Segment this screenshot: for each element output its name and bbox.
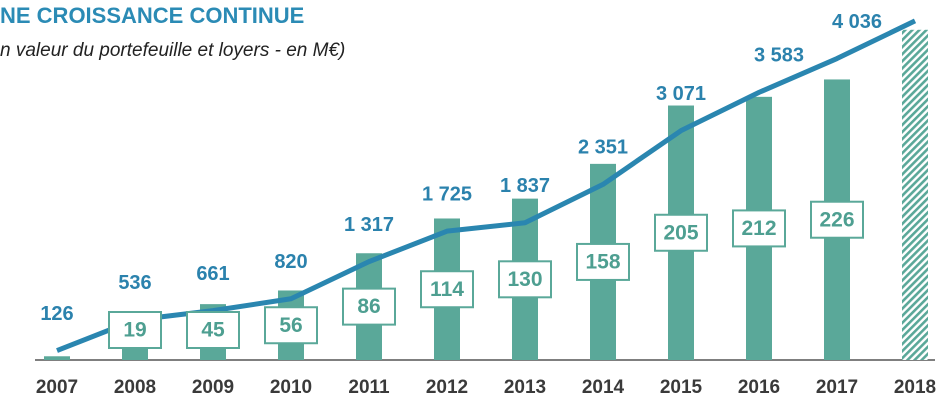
x-tick-label: 2017 [816, 377, 858, 398]
bar-label: 56 [279, 314, 302, 337]
line-label: 126 [40, 303, 73, 325]
bar-label: 114 [430, 278, 464, 301]
bar [902, 29, 928, 361]
x-tick-label: 2011 [348, 377, 390, 398]
x-tick-label: 2015 [660, 377, 703, 398]
line-label: 4 036 [832, 11, 882, 33]
chart-title: NE CROISSANCE CONTINUE [0, 3, 304, 28]
x-tick-label: 2010 [270, 377, 312, 398]
x-tick-label: 2012 [426, 377, 468, 398]
line-label: 3 583 [754, 45, 804, 67]
line-label: 1 317 [344, 214, 394, 236]
x-tick-label: 2009 [192, 377, 234, 398]
x-tick-label: 2018 [894, 377, 936, 398]
label-box [420, 270, 474, 309]
bar-label: 86 [357, 295, 380, 318]
line-label: 661 [196, 263, 229, 285]
label-box [498, 260, 552, 299]
label-box [654, 213, 708, 252]
line-label: 820 [274, 251, 307, 273]
bar-label: 158 [585, 250, 620, 273]
x-tick-label: 2008 [114, 377, 156, 398]
line-label: 1 837 [500, 175, 550, 197]
bar-label: 45 [201, 319, 225, 342]
label-box [186, 311, 240, 349]
line-label: 1 725 [422, 183, 472, 205]
chart-subtitle: n valeur du portefeuille et loyers - en … [0, 40, 345, 61]
line-label: 3 071 [656, 83, 706, 105]
bar-label: 19 [123, 319, 146, 342]
bar-label: 205 [663, 221, 698, 244]
bar-label: 130 [507, 268, 542, 291]
x-tick-label: 2013 [504, 377, 546, 398]
x-tick-label: 2016 [738, 377, 780, 398]
label-box [342, 287, 396, 326]
x-tick-label: 2014 [582, 377, 625, 398]
label-box [264, 306, 318, 345]
label-box [732, 209, 786, 248]
label-box [576, 242, 630, 281]
label-box [810, 200, 864, 239]
line-label: 536 [118, 272, 151, 294]
bar-label: 226 [819, 208, 854, 231]
line [56, 18, 917, 353]
line-label: 2 351 [578, 137, 628, 159]
bar-label: 212 [741, 217, 776, 240]
x-tick-label: 2007 [36, 377, 78, 398]
label-box [108, 311, 162, 349]
bar [44, 356, 70, 360]
